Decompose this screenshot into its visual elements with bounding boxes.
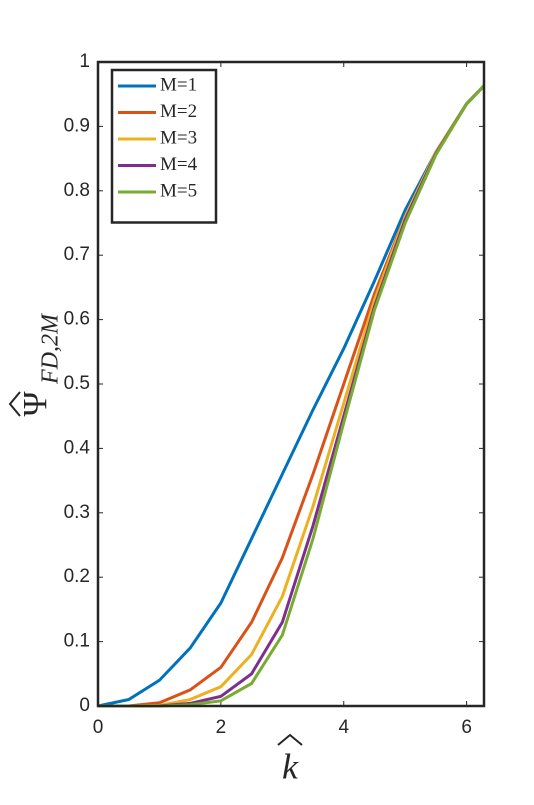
legend-label: M=4 bbox=[160, 154, 198, 175]
x-tick-label: 6 bbox=[461, 717, 472, 738]
y-tick-label: 0.8 bbox=[64, 180, 90, 201]
y-tick-label: 0 bbox=[79, 695, 90, 716]
y-tick-label: 0.5 bbox=[64, 373, 90, 394]
y-tick-label: 0.6 bbox=[64, 309, 90, 330]
legend-box bbox=[110, 68, 218, 224]
x-tick-label: 4 bbox=[338, 717, 349, 738]
y-tick-label: 0.7 bbox=[64, 244, 90, 265]
legend-label: M=3 bbox=[160, 127, 197, 148]
x-axis-label: k bbox=[282, 746, 299, 786]
y-tick-label: 0.3 bbox=[64, 502, 90, 523]
y-tick-label: 0.2 bbox=[64, 566, 90, 587]
y-tick-label: 0.4 bbox=[64, 437, 91, 458]
legend-label: M=5 bbox=[160, 180, 197, 201]
y-axis-label-group: Ψ FD,2M bbox=[8, 312, 64, 417]
y-tick-label: 1 bbox=[79, 51, 90, 72]
y-axis-label: Ψ bbox=[17, 391, 54, 416]
x-tick-label: 0 bbox=[93, 717, 104, 738]
legend-label: M=1 bbox=[160, 74, 197, 95]
legend-label: M=2 bbox=[160, 101, 197, 122]
x-tick-label: 2 bbox=[216, 717, 227, 738]
y-label-hat bbox=[8, 391, 21, 417]
y-axis-label-subscript: FD,2M bbox=[38, 312, 64, 385]
y-tick-label: 0.9 bbox=[64, 115, 90, 136]
plot-frame bbox=[96, 60, 486, 708]
y-tick-label: 0.1 bbox=[64, 631, 90, 652]
x-label-hat bbox=[277, 733, 303, 746]
